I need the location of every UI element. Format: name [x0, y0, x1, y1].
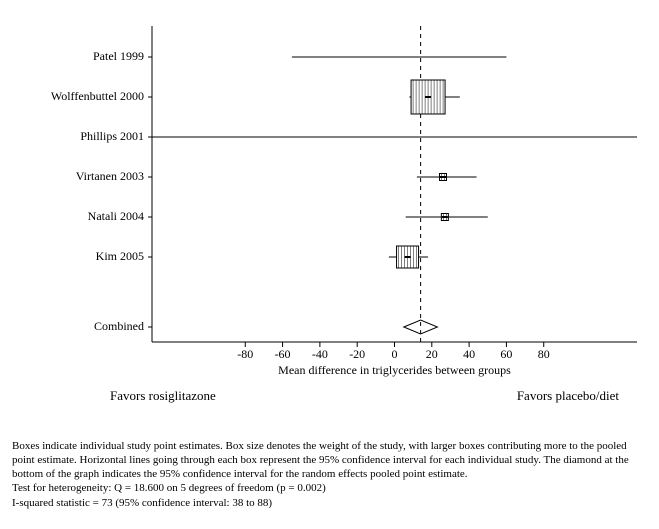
svg-text:40: 40 — [463, 347, 475, 361]
svg-text:20: 20 — [426, 347, 438, 361]
caption-block: Boxes indicate individual study point es… — [12, 440, 647, 512]
svg-text:Wolffenbuttel 2000: Wolffenbuttel 2000 — [51, 89, 144, 103]
page: { "chart": { "type": "forest-plot", "xla… — [0, 0, 659, 529]
svg-text:-40: -40 — [312, 347, 328, 361]
svg-text:60: 60 — [500, 347, 512, 361]
forest-plot: Patel 1999 Wolffenbuttel 2000 Phillips 200… — [12, 12, 647, 412]
caption-line-3: I-squared statistic = 73 (95% confidence… — [12, 497, 647, 511]
caption-line-1: Boxes indicate individual study point es… — [12, 440, 647, 481]
svg-text:-60: -60 — [275, 347, 291, 361]
svg-text:Kim 2005: Kim 2005 — [96, 249, 144, 263]
svg-text:80: 80 — [538, 347, 550, 361]
svg-text:0: 0 — [392, 347, 398, 361]
svg-text:Phillips 2001: Phillips 2001 — [80, 129, 144, 143]
svg-text:Mean difference in triglycerid: Mean difference in triglycerides between… — [278, 363, 511, 377]
svg-text:Virtanen 2003: Virtanen 2003 — [76, 169, 144, 183]
svg-text:Natali 2004: Natali 2004 — [88, 209, 144, 223]
caption-line-2: Test for heterogeneity: Q = 18.600 on 5 … — [12, 482, 647, 496]
svg-text:-20: -20 — [349, 347, 365, 361]
svg-text:Patel 1999: Patel 1999 — [93, 49, 144, 63]
svg-text:Combined: Combined — [94, 319, 144, 333]
svg-text:-80: -80 — [237, 347, 253, 361]
favor-right-label: Favors placebo/diet — [517, 388, 619, 404]
plot-svg: Patel 1999 Wolffenbuttel 2000 Phillips 200… — [12, 12, 647, 392]
favor-left-label: Favors rosiglitazone — [110, 388, 216, 404]
